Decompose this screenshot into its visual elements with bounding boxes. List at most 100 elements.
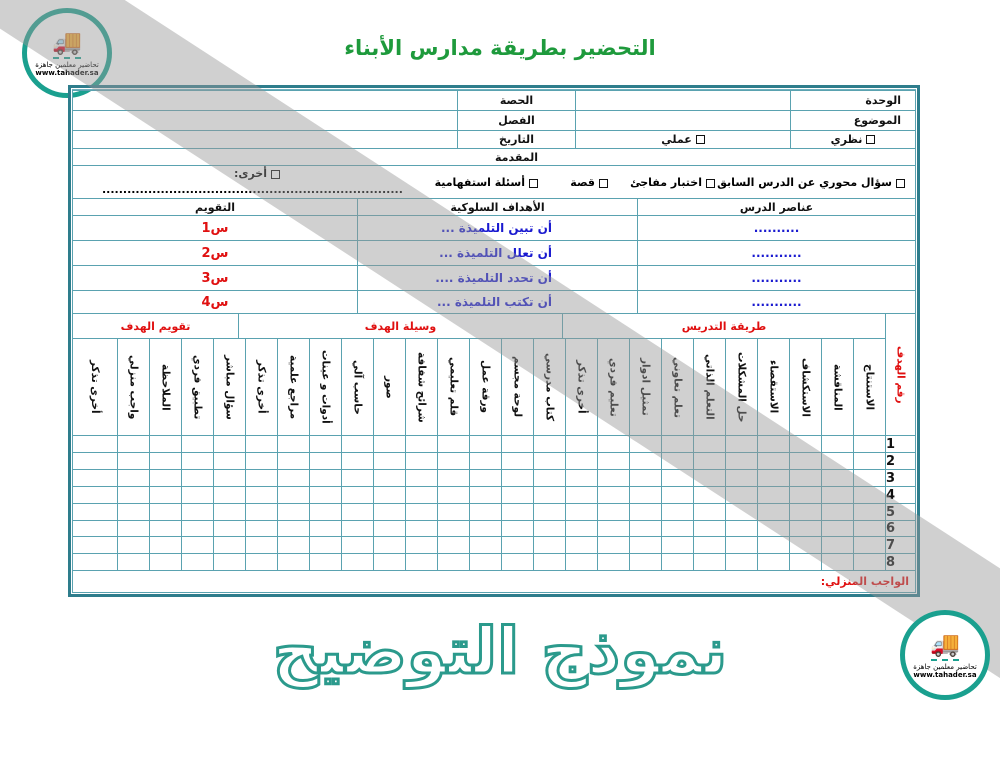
- grid-checkbox-cell[interactable]: [149, 435, 182, 453]
- grid-checkbox-cell[interactable]: [853, 520, 886, 537]
- grid-checkbox-cell[interactable]: [821, 536, 854, 554]
- grid-checkbox-cell[interactable]: [661, 503, 694, 521]
- grid-checkbox-cell[interactable]: [789, 486, 822, 504]
- lesson-element[interactable]: ...........: [637, 240, 916, 266]
- grid-checkbox-cell[interactable]: [181, 452, 214, 470]
- checkbox-icon[interactable]: [706, 178, 715, 188]
- grid-checkbox-cell[interactable]: [405, 469, 438, 487]
- grid-checkbox-cell[interactable]: [501, 452, 534, 470]
- grid-checkbox-cell[interactable]: [725, 520, 758, 537]
- grid-checkbox-cell[interactable]: [853, 452, 886, 470]
- grid-checkbox-cell[interactable]: [533, 435, 566, 453]
- grid-checkbox-cell[interactable]: [725, 553, 758, 571]
- grid-checkbox-cell[interactable]: [789, 520, 822, 537]
- grid-checkbox-cell[interactable]: [72, 452, 118, 470]
- grid-checkbox-cell[interactable]: [341, 469, 374, 487]
- grid-checkbox-cell[interactable]: [789, 536, 822, 554]
- grid-checkbox-cell[interactable]: [597, 536, 630, 554]
- grid-checkbox-cell[interactable]: [309, 553, 342, 571]
- grid-checkbox-cell[interactable]: [501, 435, 534, 453]
- topic-field[interactable]: [575, 110, 791, 131]
- grid-checkbox-cell[interactable]: [213, 536, 246, 554]
- grid-checkbox-cell[interactable]: [725, 503, 758, 521]
- grid-checkbox-cell[interactable]: [533, 452, 566, 470]
- grid-checkbox-cell[interactable]: [629, 435, 662, 453]
- grid-checkbox-cell[interactable]: [565, 553, 598, 571]
- grid-checkbox-cell[interactable]: [245, 435, 278, 453]
- evaluation-question[interactable]: س4: [72, 290, 358, 314]
- grid-checkbox-cell[interactable]: [341, 536, 374, 554]
- grid-checkbox-cell[interactable]: [117, 469, 150, 487]
- grid-checkbox-cell[interactable]: [309, 536, 342, 554]
- grid-checkbox-cell[interactable]: [245, 520, 278, 537]
- grid-checkbox-cell[interactable]: [309, 469, 342, 487]
- grid-checkbox-cell[interactable]: [757, 452, 790, 470]
- grid-checkbox-cell[interactable]: [789, 452, 822, 470]
- grid-checkbox-cell[interactable]: [501, 553, 534, 571]
- grid-checkbox-cell[interactable]: [245, 486, 278, 504]
- grid-checkbox-cell[interactable]: [597, 520, 630, 537]
- grid-checkbox-cell[interactable]: [629, 503, 662, 521]
- grid-checkbox-cell[interactable]: [469, 503, 502, 521]
- grid-checkbox-cell[interactable]: [277, 536, 310, 554]
- checkbox-icon[interactable]: [866, 135, 876, 144]
- grid-checkbox-cell[interactable]: [661, 536, 694, 554]
- grid-checkbox-cell[interactable]: [693, 469, 726, 487]
- grid-checkbox-cell[interactable]: [853, 503, 886, 521]
- grid-checkbox-cell[interactable]: [789, 435, 822, 453]
- grid-checkbox-cell[interactable]: [501, 536, 534, 554]
- grid-checkbox-cell[interactable]: [469, 452, 502, 470]
- intro-option-prev-question[interactable]: سؤال محوري عن الدرس السابق: [717, 176, 905, 189]
- grid-checkbox-cell[interactable]: [309, 503, 342, 521]
- date-field[interactable]: [72, 130, 458, 149]
- grid-checkbox-cell[interactable]: [437, 486, 470, 504]
- grid-checkbox-cell[interactable]: [693, 435, 726, 453]
- grid-checkbox-cell[interactable]: [373, 469, 406, 487]
- other-fill-line[interactable]: ........................................…: [102, 183, 402, 196]
- grid-checkbox-cell[interactable]: [373, 452, 406, 470]
- grid-checkbox-cell[interactable]: [149, 553, 182, 571]
- grid-checkbox-cell[interactable]: [821, 520, 854, 537]
- grid-checkbox-cell[interactable]: [72, 520, 118, 537]
- grid-checkbox-cell[interactable]: [117, 503, 150, 521]
- grid-checkbox-cell[interactable]: [72, 435, 118, 453]
- grid-checkbox-cell[interactable]: [597, 435, 630, 453]
- grid-checkbox-cell[interactable]: [853, 486, 886, 504]
- grid-checkbox-cell[interactable]: [469, 435, 502, 453]
- grid-checkbox-cell[interactable]: [757, 486, 790, 504]
- grid-checkbox-cell[interactable]: [341, 553, 374, 571]
- grid-checkbox-cell[interactable]: [853, 536, 886, 554]
- grid-checkbox-cell[interactable]: [245, 503, 278, 521]
- grid-checkbox-cell[interactable]: [821, 435, 854, 453]
- grid-checkbox-cell[interactable]: [277, 503, 310, 521]
- grid-checkbox-cell[interactable]: [149, 536, 182, 554]
- grid-checkbox-cell[interactable]: [72, 503, 118, 521]
- grid-checkbox-cell[interactable]: [309, 435, 342, 453]
- grid-checkbox-cell[interactable]: [629, 486, 662, 504]
- homework-row[interactable]: الواجب المنزلي:: [72, 570, 916, 593]
- grid-checkbox-cell[interactable]: [437, 435, 470, 453]
- evaluation-question[interactable]: س2: [72, 240, 358, 266]
- grid-checkbox-cell[interactable]: [725, 486, 758, 504]
- behavioral-objective[interactable]: أن تبين التلميذة ...: [357, 215, 638, 241]
- behavioral-objective[interactable]: أن تعلل التلميذة ...: [357, 240, 638, 266]
- lesson-element[interactable]: ...........: [637, 265, 916, 291]
- unit-field[interactable]: [575, 90, 791, 111]
- grid-checkbox-cell[interactable]: [853, 553, 886, 571]
- grid-checkbox-cell[interactable]: [117, 486, 150, 504]
- intro-option-questions[interactable]: أسئلة استفهامية: [435, 176, 538, 189]
- behavioral-objective[interactable]: أن تكتب التلميذة ...: [357, 290, 638, 314]
- grid-checkbox-cell[interactable]: [565, 536, 598, 554]
- grid-checkbox-cell[interactable]: [533, 469, 566, 487]
- grid-checkbox-cell[interactable]: [181, 520, 214, 537]
- grid-checkbox-cell[interactable]: [725, 452, 758, 470]
- grid-checkbox-cell[interactable]: [629, 553, 662, 571]
- grid-checkbox-cell[interactable]: [373, 553, 406, 571]
- checkbox-icon[interactable]: [529, 178, 538, 188]
- intro-option-story[interactable]: قصة: [570, 176, 608, 189]
- grid-checkbox-cell[interactable]: [213, 486, 246, 504]
- grid-checkbox-cell[interactable]: [629, 520, 662, 537]
- grid-checkbox-cell[interactable]: [117, 553, 150, 571]
- grid-checkbox-cell[interactable]: [437, 469, 470, 487]
- grid-checkbox-cell[interactable]: [757, 536, 790, 554]
